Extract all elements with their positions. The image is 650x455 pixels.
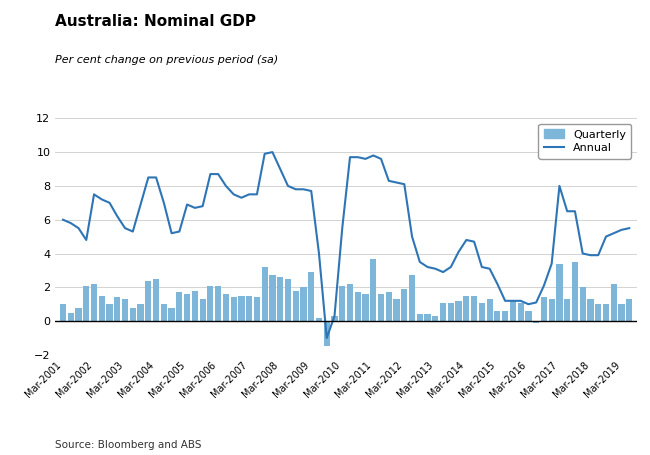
Bar bbox=[107, 304, 112, 321]
Bar bbox=[292, 291, 299, 321]
Bar bbox=[207, 286, 213, 321]
Bar bbox=[231, 298, 237, 321]
Bar bbox=[385, 293, 392, 321]
Bar bbox=[401, 289, 408, 321]
Bar bbox=[130, 308, 136, 321]
Bar bbox=[176, 293, 183, 321]
Bar bbox=[254, 298, 260, 321]
Bar bbox=[83, 286, 90, 321]
Bar bbox=[300, 287, 307, 321]
Bar bbox=[440, 303, 446, 321]
Bar bbox=[239, 296, 244, 321]
Bar bbox=[91, 284, 97, 321]
Bar bbox=[339, 286, 345, 321]
Bar bbox=[502, 311, 508, 321]
Bar bbox=[168, 308, 175, 321]
Bar bbox=[448, 303, 454, 321]
Bar bbox=[200, 299, 206, 321]
Bar bbox=[308, 272, 315, 321]
Bar bbox=[378, 294, 384, 321]
Text: Per cent change on previous period (sa): Per cent change on previous period (sa) bbox=[55, 55, 278, 65]
Bar bbox=[486, 299, 493, 321]
Bar bbox=[60, 304, 66, 321]
Bar bbox=[541, 298, 547, 321]
Bar bbox=[610, 284, 617, 321]
Bar bbox=[316, 318, 322, 321]
Bar bbox=[517, 303, 524, 321]
Bar bbox=[409, 275, 415, 321]
Bar bbox=[556, 263, 562, 321]
Bar bbox=[626, 299, 632, 321]
Bar bbox=[99, 296, 105, 321]
Bar bbox=[363, 294, 369, 321]
Bar bbox=[153, 279, 159, 321]
Bar bbox=[184, 294, 190, 321]
Bar bbox=[114, 298, 120, 321]
Bar bbox=[75, 308, 82, 321]
Bar bbox=[603, 304, 609, 321]
Bar bbox=[324, 321, 330, 346]
Bar bbox=[332, 316, 337, 321]
Bar bbox=[269, 275, 276, 321]
Bar bbox=[510, 301, 516, 321]
Bar bbox=[68, 313, 74, 321]
Bar bbox=[588, 299, 593, 321]
Bar bbox=[580, 287, 586, 321]
Bar bbox=[618, 304, 625, 321]
Bar bbox=[246, 296, 252, 321]
Bar bbox=[463, 296, 469, 321]
Bar bbox=[494, 311, 500, 321]
Text: Australia: Nominal GDP: Australia: Nominal GDP bbox=[55, 14, 256, 29]
Text: Source: Bloomberg and ABS: Source: Bloomberg and ABS bbox=[55, 440, 201, 450]
Bar bbox=[347, 284, 353, 321]
Bar bbox=[285, 279, 291, 321]
Bar bbox=[533, 321, 540, 323]
Bar bbox=[549, 299, 555, 321]
Bar bbox=[122, 299, 128, 321]
Bar bbox=[161, 304, 167, 321]
Bar bbox=[479, 303, 485, 321]
Bar bbox=[355, 293, 361, 321]
Bar bbox=[595, 304, 601, 321]
Bar bbox=[393, 299, 400, 321]
Bar bbox=[572, 262, 578, 321]
Bar bbox=[145, 281, 151, 321]
Bar bbox=[261, 267, 268, 321]
Legend: Quarterly, Annual: Quarterly, Annual bbox=[538, 124, 631, 158]
Bar bbox=[525, 311, 532, 321]
Bar bbox=[564, 299, 570, 321]
Bar bbox=[424, 314, 431, 321]
Bar bbox=[471, 296, 477, 321]
Bar bbox=[223, 294, 229, 321]
Bar bbox=[192, 291, 198, 321]
Bar bbox=[215, 286, 221, 321]
Bar bbox=[370, 258, 376, 321]
Bar bbox=[456, 301, 462, 321]
Bar bbox=[137, 304, 144, 321]
Bar bbox=[432, 316, 439, 321]
Bar bbox=[417, 314, 423, 321]
Bar bbox=[277, 277, 283, 321]
